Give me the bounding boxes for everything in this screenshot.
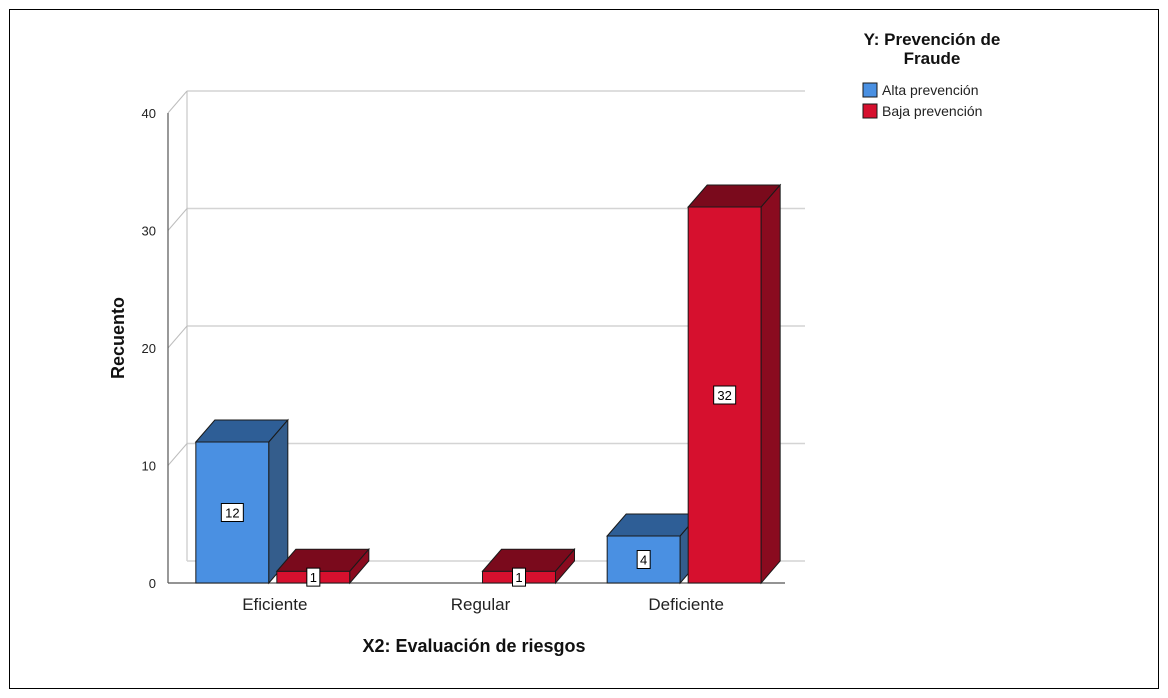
bar [687,183,782,585]
y-tick-label: 20 [142,341,156,356]
legend-swatch [862,103,878,119]
data-label-text: 1 [515,570,522,585]
data-label-box [636,550,651,569]
legend: Y: Prevención de Fraude Alta prevención B… [862,30,1001,119]
data-label-box [512,567,526,587]
axis-layer: 0 10 20 30 40 Eficiente Regular Deficiente [142,106,785,614]
data-label-box [713,385,737,405]
x-tick-label: Regular [451,595,511,614]
legend-title-line-1: Y: Prevención de [864,30,1001,49]
gridline-depth [167,208,188,231]
legend-title-line-2: Fraude [904,49,961,68]
bar [275,547,370,585]
y-tick-label: 40 [142,106,156,121]
y-tick-label: 0 [149,576,156,591]
data-label-text: 32 [717,388,731,403]
data-label: 1 [512,567,526,587]
legend-items: Alta prevención Baja prevención [862,82,982,119]
bar [481,547,576,585]
x-tick-label: Eficiente [242,595,307,614]
data-labels-layer: 12 1 1 4 32 [220,385,737,587]
gridline-depth [167,90,188,114]
gridline-depth [167,325,188,349]
y-tick-label: 10 [142,459,156,474]
data-label-box [220,503,244,522]
legend-swatch [862,82,878,98]
data-label: 4 [636,550,651,569]
x-tick-label: Deficiente [648,595,724,614]
bar [194,418,289,585]
data-label-text: 12 [225,506,239,521]
bars-layer [194,183,782,585]
legend-label: Baja prevención [882,103,982,119]
gridline-depth [167,443,188,466]
data-label-text: 4 [640,553,647,568]
bar [606,512,701,585]
data-label: 1 [306,567,321,587]
legend-label: Alta prevención [882,82,979,98]
data-label-box [306,567,321,587]
bar-side [760,183,781,585]
bar-side [555,547,575,585]
x-axis-title: X2: Evaluación de riesgos [362,636,585,656]
bar-side [349,547,370,585]
data-label: 12 [220,503,244,522]
y-axis-title: Recuento [108,297,128,379]
data-label: 32 [713,385,737,405]
bar-side [268,418,289,585]
y-tick-label: 30 [142,224,156,239]
data-label-text: 1 [310,570,317,585]
